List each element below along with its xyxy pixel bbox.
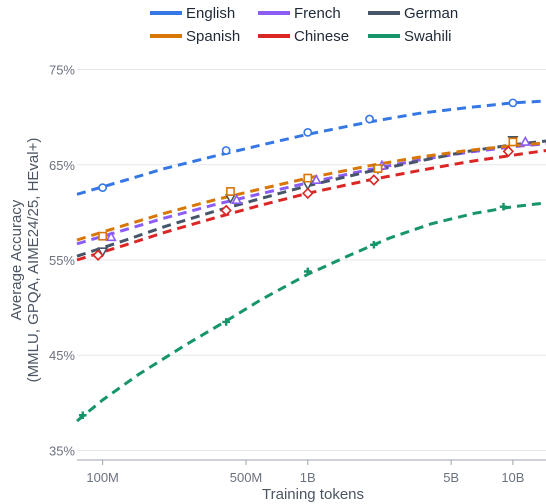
data-point-french bbox=[310, 173, 322, 184]
data-point-swahili bbox=[78, 411, 87, 420]
data-point-chinese bbox=[302, 187, 314, 200]
fit-line-chinese bbox=[76, 149, 546, 262]
data-point-english bbox=[303, 127, 313, 137]
legend-label: Swahili bbox=[404, 28, 452, 45]
fit-curves bbox=[76, 99, 546, 423]
y-axis: 35% 45% 55% 65% 75% bbox=[49, 63, 75, 459]
y-axis-label-line1: Average Accuracy bbox=[8, 199, 25, 320]
legend-item-french: French bbox=[258, 5, 341, 22]
data-point-swahili bbox=[303, 267, 312, 276]
fit-line-german bbox=[76, 139, 546, 258]
legend-label: Chinese bbox=[294, 28, 349, 45]
fit-line-french bbox=[76, 142, 546, 246]
data-point-english bbox=[508, 98, 518, 108]
x-tick-label: 1B bbox=[300, 470, 316, 485]
fit-line-spanish bbox=[76, 141, 546, 242]
data-point-spanish bbox=[98, 231, 108, 241]
data-point-chinese bbox=[220, 204, 232, 217]
x-tick-label: 500M bbox=[230, 470, 263, 485]
x-tick-label: 5B bbox=[443, 470, 459, 485]
legend-label: English bbox=[186, 5, 235, 22]
data-point-swahili bbox=[222, 318, 230, 326]
legend-item-chinese: Chinese bbox=[258, 28, 349, 45]
data-point-chinese bbox=[92, 249, 104, 261]
data-point-chinese bbox=[502, 145, 515, 158]
legend-item-english: English bbox=[150, 5, 235, 22]
fit-line-english bbox=[76, 99, 546, 196]
x-axis: 100M 500M 1B 5B 10B bbox=[77, 459, 546, 485]
data-point-spanish bbox=[303, 173, 313, 183]
legend-item-swahili: Swahili bbox=[368, 28, 452, 45]
legend-item-german: German bbox=[368, 5, 458, 22]
data-markers bbox=[78, 98, 531, 420]
legend: English French German Spanish Chinese Swahili bbox=[150, 5, 458, 45]
data-point-spanish bbox=[226, 187, 235, 196]
data-point-chinese bbox=[368, 174, 380, 186]
x-tick-label: 10B bbox=[501, 470, 524, 485]
data-point-spanish bbox=[373, 164, 383, 173]
data-point-french bbox=[105, 231, 117, 242]
data-point-english bbox=[365, 114, 374, 124]
y-tick-label: 35% bbox=[49, 443, 75, 458]
data-point-english bbox=[221, 146, 231, 155]
legend-item-spanish: Spanish bbox=[150, 28, 240, 45]
legend-label: French bbox=[294, 5, 341, 22]
data-point-swahili bbox=[499, 202, 508, 211]
legend-label: German bbox=[404, 5, 458, 22]
data-point-french bbox=[231, 193, 243, 204]
legend-label: Spanish bbox=[186, 28, 240, 45]
data-point-english bbox=[98, 183, 108, 193]
fit-line-swahili bbox=[76, 201, 546, 423]
x-axis-label: Training tokens bbox=[262, 486, 364, 503]
x-tick-label: 100M bbox=[86, 470, 119, 485]
y-tick-label: 65% bbox=[49, 158, 75, 173]
y-axis-label-line2: (MMLU, GPQA, AIME24/25, HEval+) bbox=[25, 138, 42, 383]
data-point-french bbox=[519, 135, 531, 146]
y-tick-label: 45% bbox=[49, 348, 75, 363]
y-tick-label: 55% bbox=[49, 253, 75, 268]
y-tick-label: 75% bbox=[49, 63, 75, 78]
y-axis-label: Average Accuracy bbox=[8, 199, 25, 320]
data-point-spanish bbox=[508, 137, 518, 147]
data-point-swahili bbox=[370, 240, 378, 249]
grid-lines bbox=[77, 69, 546, 451]
